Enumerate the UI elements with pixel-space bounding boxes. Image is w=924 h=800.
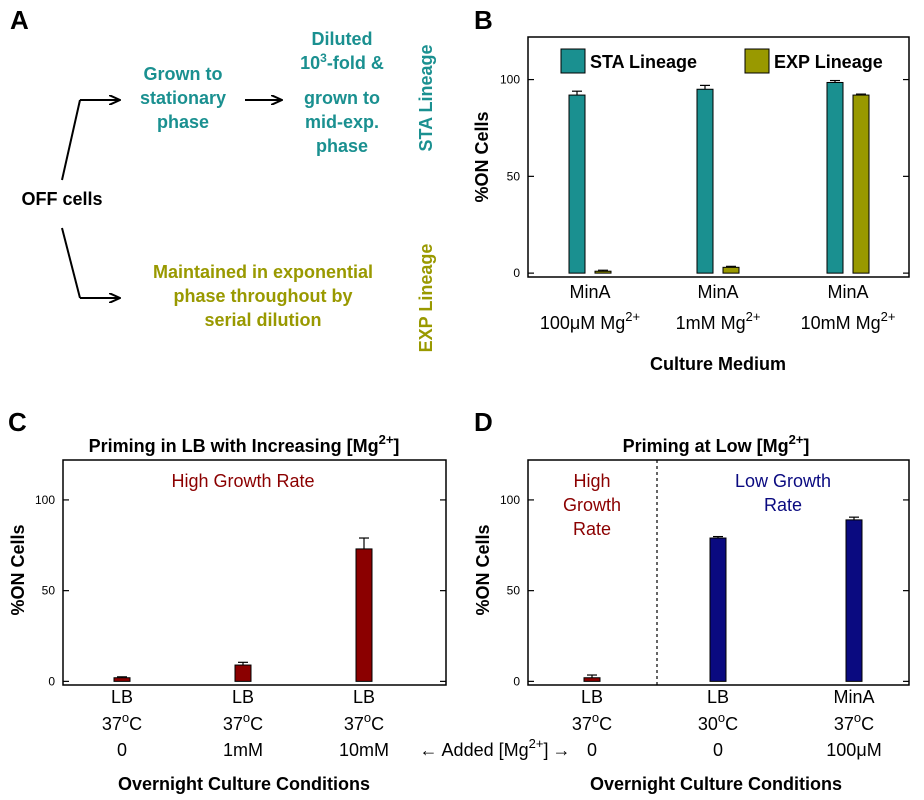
d-cat3-temp: 37oC [834, 710, 874, 734]
y-ticks-d: 0 50 100 [500, 493, 909, 688]
c-cat3-mg: 10mM [339, 740, 389, 760]
y-axis-label-c: %ON Cells [8, 524, 28, 615]
b-cat3-line2: 10mM Mg2+ [801, 309, 896, 333]
panel-letter-b: B [474, 5, 493, 35]
x-axis-label-d: Overnight Culture Conditions [590, 774, 842, 794]
y-ticks-b: 0 50 100 [500, 73, 909, 280]
dilution-step-line4: mid-exp. [305, 112, 379, 132]
y-tick-label: 100 [35, 493, 55, 507]
y-tick-label: 100 [500, 73, 520, 87]
legend-swatch-exp [744, 48, 770, 74]
legend-label-exp: EXP Lineage [774, 52, 883, 72]
d-cat2-mg: 0 [713, 740, 723, 760]
annotation-high-line1: High [573, 471, 610, 491]
exp-lineage-tag: EXP Lineage [416, 244, 436, 353]
panel-letter-d: D [474, 407, 493, 437]
bar [583, 677, 601, 682]
bar [709, 537, 727, 682]
y-tick-label: 50 [507, 169, 521, 183]
stationary-step-line2: stationary [140, 88, 226, 108]
d-cat1-temp: 37oC [572, 710, 612, 734]
d-cat3-medium: MinA [833, 687, 874, 707]
off-cells-label: OFF cells [21, 189, 102, 209]
b-cat2-line2: 1mM Mg2+ [676, 309, 761, 333]
plot-frame-b [527, 36, 910, 278]
d-cat1-mg: 0 [587, 740, 597, 760]
b-cat1-line1: MinA [569, 282, 610, 302]
c-cat2-medium: LB [232, 687, 254, 707]
y-tick-label: 0 [513, 266, 520, 280]
annotation-high-line2: Growth [563, 495, 621, 515]
c-cat2-temp: 37oC [223, 710, 263, 734]
panel-a: A OFF cells Grown to stationary phase Di… [10, 5, 436, 352]
y-axis-label-b: %ON Cells [472, 111, 492, 202]
bar [355, 548, 373, 682]
bar [722, 266, 740, 274]
panel-letter-c: C [8, 407, 27, 437]
c-cat3-medium: LB [353, 687, 375, 707]
panel-d: D Priming at Low [Mg2+] %ON Cells High G… [473, 407, 910, 794]
exp-step-line1: Maintained in exponential [153, 262, 373, 282]
annotation-high-growth-c: High Growth Rate [171, 471, 314, 491]
y-tick-label: 0 [513, 674, 520, 688]
dilution-step-line1: Diluted [312, 29, 373, 49]
chart-title-d: Priming at Low [Mg2+] [623, 432, 810, 456]
plot-frame-d [527, 459, 910, 686]
legend-label-sta: STA Lineage [590, 52, 697, 72]
b-cat1-line2: 100μM Mg2+ [540, 309, 640, 333]
dilution-step-line2: 103-fold & [300, 51, 384, 73]
c-cat1-temp: 37oC [102, 710, 142, 734]
y-ticks-c: 0 50 100 [35, 493, 446, 688]
bar [845, 519, 863, 682]
x-axis-label-c: Overnight Culture Conditions [118, 774, 370, 794]
y-tick-label: 100 [500, 493, 520, 507]
c-cat1-medium: LB [111, 687, 133, 707]
flow-line-up [61, 99, 81, 181]
annotation-low-line1: Low Growth [735, 471, 831, 491]
d-cat2-medium: LB [707, 687, 729, 707]
stationary-step-line1: Grown to [144, 64, 223, 84]
flow-line-down [61, 227, 81, 299]
annotation-high-line3: Rate [573, 519, 611, 539]
y-tick-label: 50 [42, 584, 56, 598]
y-axis-label-d: %ON Cells [473, 524, 493, 615]
d-cat3-mg: 100μM [826, 740, 881, 760]
bars-d [583, 516, 863, 682]
y-tick-label: 50 [507, 584, 521, 598]
bar [594, 270, 612, 274]
exp-step-line2: phase throughout by [174, 286, 353, 306]
dilution-step-line3: grown to [304, 88, 380, 108]
bar [113, 677, 131, 682]
panel-b: B %ON Cells 0 50 100 STA Lineage EXP Linea… [472, 5, 910, 374]
added-mg-label: ← Added [Mg2+] → [420, 736, 571, 760]
panel-c: C Priming in LB with Increasing [Mg2+] %… [8, 407, 447, 794]
bars-b [568, 79, 870, 274]
plot-frame-c [62, 459, 447, 686]
bar [826, 81, 844, 274]
b-cat2-line1: MinA [697, 282, 738, 302]
dilution-step-line5: phase [316, 136, 368, 156]
bar [568, 94, 586, 274]
bar [696, 88, 714, 274]
c-cat3-temp: 37oC [344, 710, 384, 734]
d-cat2-temp: 30oC [698, 710, 738, 734]
chart-title-c: Priming in LB with Increasing [Mg2+] [89, 432, 400, 456]
b-cat3-line1: MinA [827, 282, 868, 302]
y-tick-label: 0 [48, 674, 55, 688]
bar [234, 664, 252, 682]
d-cat1-medium: LB [581, 687, 603, 707]
annotation-low-line2: Rate [764, 495, 802, 515]
panel-letter-a: A [10, 5, 29, 35]
stationary-step-line3: phase [157, 112, 209, 132]
x-axis-label-b: Culture Medium [650, 354, 786, 374]
c-cat2-mg: 1mM [223, 740, 263, 760]
bar [852, 94, 870, 274]
exp-step-line3: serial dilution [204, 310, 321, 330]
sta-lineage-tag: STA Lineage [416, 44, 436, 151]
legend-swatch-sta [560, 48, 586, 74]
c-cat1-mg: 0 [117, 740, 127, 760]
bars-c [113, 537, 373, 682]
